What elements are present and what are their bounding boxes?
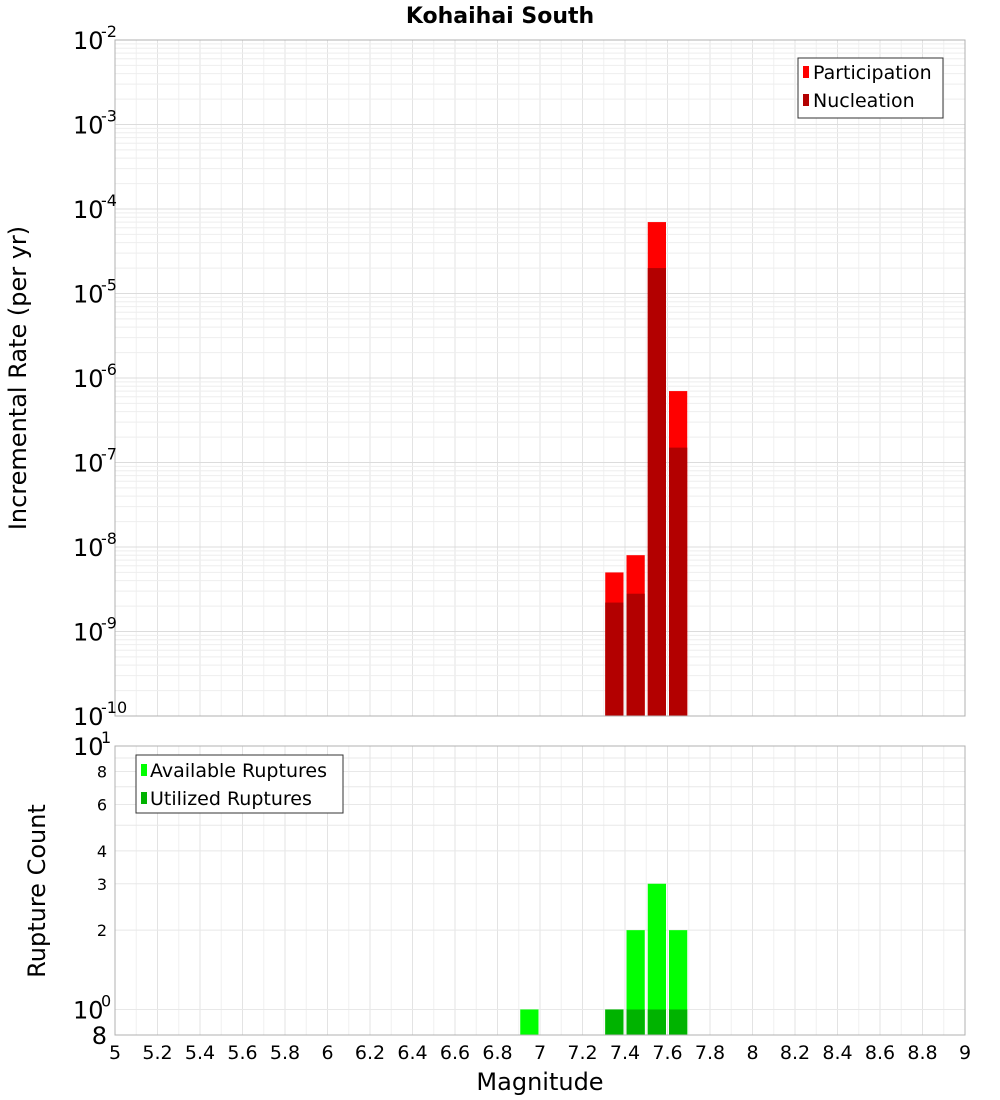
y-tick-label: 10: [73, 281, 104, 309]
y-tick-exponent: -7: [101, 445, 117, 464]
y-tick-exponent: -3: [101, 107, 117, 126]
bar-utilized-ruptures: [669, 1009, 688, 1035]
x-tick-label: 6: [321, 1042, 333, 1064]
y-tick-exponent: -4: [101, 191, 117, 210]
y-tick-label: 8: [97, 763, 107, 782]
top-bars: [605, 222, 688, 716]
y-tick-label: 3: [97, 875, 107, 894]
y-tick-label: 10: [73, 365, 104, 393]
y-tick-exponent: -10: [101, 698, 127, 717]
bar-utilized-ruptures: [626, 1009, 645, 1035]
y-tick-label: 8: [92, 1022, 107, 1050]
x-tick-label: 8.6: [865, 1042, 895, 1064]
y-tick-label: 10: [73, 112, 104, 140]
legend-label-nucleation: Nucleation: [813, 90, 915, 112]
legend-label-utilized-ruptures: Utilized Ruptures: [150, 788, 312, 810]
y-tick-label: 10: [73, 27, 104, 55]
y-tick-exponent: -9: [101, 614, 117, 633]
top-plot-border: [114, 39, 966, 717]
legend-swatch-participation: [803, 66, 809, 78]
legend-label-participation: Participation: [813, 62, 932, 84]
x-tick-label: 7.6: [652, 1042, 682, 1064]
y-tick-label: 10: [73, 450, 104, 478]
x-tick-label: 7.2: [567, 1042, 597, 1064]
x-tick-label: 5.6: [227, 1042, 257, 1064]
x-tick-labels: 5 5.2 5.4 5.6 5.8 6 6.2 6.4 6.6 6.8 7 7.2 7.4 7.6 7.8 8…: [109, 1042, 971, 1064]
top-y-tick-labels: 10-210-310-410-510-610-710-810-910-10: [73, 22, 127, 731]
x-tick-label: 7.4: [610, 1042, 640, 1064]
bar-available-ruptures: [520, 1009, 539, 1035]
bar-available-ruptures: [647, 883, 666, 1035]
y-tick-label: 10: [73, 703, 104, 731]
y-tick-label: 10: [73, 196, 104, 224]
y-tick-exponent: 1: [101, 728, 111, 747]
y-tick-exponent: -6: [101, 360, 117, 379]
bar-utilized-ruptures: [647, 1009, 666, 1035]
y-tick-label: 10: [73, 534, 104, 562]
bottom-legend: Available Ruptures Utilized Ruptures: [135, 754, 344, 814]
x-tick-label: 8.4: [822, 1042, 852, 1064]
x-tick-label: 5.2: [142, 1042, 172, 1064]
y-tick-label: 6: [97, 795, 107, 814]
x-tick-label: 5: [109, 1042, 121, 1064]
x-tick-label: 6.6: [440, 1042, 470, 1064]
bar-utilized-ruptures: [605, 1009, 624, 1035]
y-tick-label: 10: [73, 996, 104, 1024]
chart-title: Kohaihai South: [406, 4, 594, 29]
bottom-plot-border: [114, 745, 966, 1036]
top-grid: [114, 40, 966, 717]
legend-swatch-utilized-ruptures: [141, 792, 147, 804]
y-tick-exponent: 0: [101, 991, 111, 1010]
y-tick-exponent: -5: [101, 276, 117, 295]
x-tick-label: 8.8: [907, 1042, 937, 1064]
bar-nucleation: [605, 602, 624, 716]
x-tick-label: 5.8: [270, 1042, 300, 1064]
top-y-axis-label: Incremental Rate (per yr): [4, 226, 32, 530]
bar-nucleation: [669, 447, 688, 716]
y-tick-label: 10: [73, 733, 104, 761]
x-tick-label: 6.8: [482, 1042, 512, 1064]
legend-swatch-nucleation: [803, 94, 809, 106]
y-tick-label: 4: [97, 842, 107, 861]
y-tick-exponent: -2: [101, 22, 117, 41]
bottom-y-axis-label: Rupture Count: [23, 804, 51, 978]
x-tick-label: 9: [959, 1042, 971, 1064]
bottom-bars: [520, 883, 688, 1035]
x-tick-label: 7.8: [695, 1042, 725, 1064]
bar-nucleation: [626, 593, 645, 716]
x-tick-label: 6.4: [397, 1042, 427, 1064]
x-tick-label: 5.4: [185, 1042, 215, 1064]
x-tick-label: 6.2: [355, 1042, 385, 1064]
y-tick-label: 10: [73, 619, 104, 647]
x-tick-label: 7: [534, 1042, 546, 1064]
bar-nucleation: [647, 268, 666, 716]
y-tick-label: 2: [97, 921, 107, 940]
legend-swatch-available-ruptures: [141, 764, 147, 776]
x-tick-label: 8.2: [780, 1042, 810, 1064]
legend-label-available-ruptures: Available Ruptures: [150, 760, 327, 782]
bar-available-ruptures: [626, 930, 645, 1035]
x-tick-label: 8: [746, 1042, 758, 1064]
y-tick-exponent: -8: [101, 529, 117, 548]
top-legend: Participation Nucleation: [797, 57, 944, 119]
x-axis-label: Magnitude: [476, 1068, 603, 1096]
bar-available-ruptures: [669, 930, 688, 1035]
